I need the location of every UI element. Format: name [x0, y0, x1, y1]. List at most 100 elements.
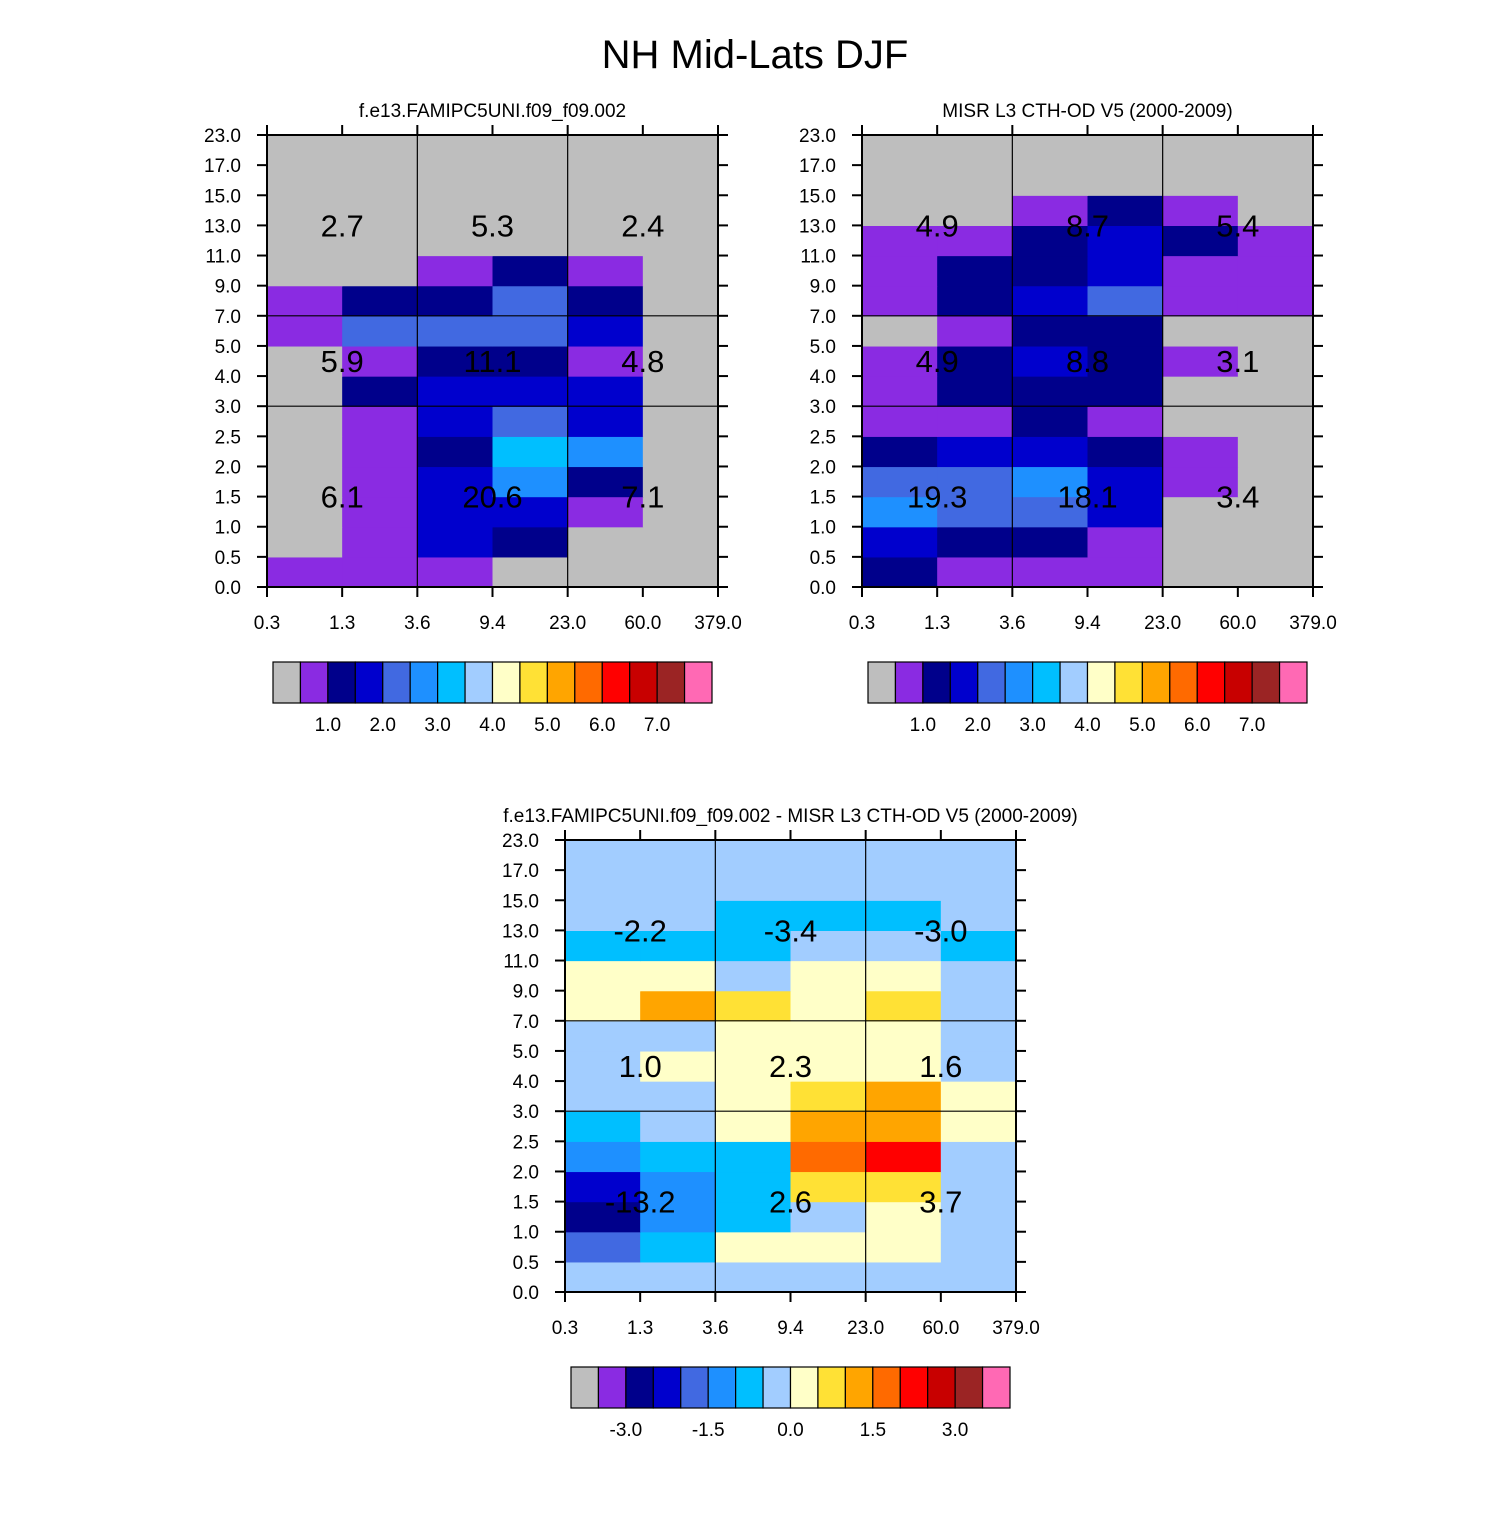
heatmap-cell [1162, 345, 1239, 377]
heatmap-cell [565, 840, 641, 871]
colorbar-swatch [1004, 661, 1034, 704]
heatmap-cell [417, 556, 494, 588]
heatmap-cell [940, 1171, 1017, 1203]
x-tick-label: 60.0 [1219, 613, 1256, 634]
colorbar-label: 1.0 [910, 715, 936, 736]
colorbar-swatch [354, 661, 384, 704]
heatmap-cell [492, 165, 569, 196]
heatmap-cell [715, 1050, 792, 1082]
heatmap-cell [565, 1050, 641, 1082]
heatmap-cell [640, 1081, 716, 1112]
heatmap-cell [640, 930, 716, 962]
y-tick-label: 0.5 [215, 548, 241, 569]
heatmap-cell [865, 900, 942, 931]
heatmap-cell [790, 840, 867, 871]
y-tick-label: 2.5 [513, 1132, 539, 1153]
heatmap-cell [790, 900, 867, 931]
heatmap-cell [940, 1020, 1017, 1052]
heatmap-cell [1012, 165, 1089, 196]
y-tick-label: 5.0 [513, 1042, 539, 1063]
heatmap-cell [1237, 135, 1314, 166]
heatmap-cell [492, 496, 569, 528]
heatmap-cell [715, 840, 792, 871]
heatmap-cell [642, 255, 719, 287]
box-value-label: -3.4 [764, 913, 817, 948]
heatmap-cell [1237, 526, 1314, 558]
heatmap-cell [1237, 466, 1314, 498]
heatmap-cell [567, 195, 644, 226]
heatmap-cell [790, 1050, 867, 1082]
heatmap-cell [640, 870, 716, 901]
heatmap-cell [342, 496, 418, 528]
heatmap-cell [565, 1201, 641, 1233]
heatmap-cell [790, 1111, 867, 1142]
heatmap-cell [790, 930, 867, 962]
box-value-label: 19.3 [907, 480, 967, 515]
colorbar-swatch [1059, 661, 1089, 704]
heatmap-cell [940, 1201, 1017, 1233]
heatmap-cell [715, 870, 792, 901]
y-tick-label: 7.0 [810, 307, 836, 328]
heatmap-cell [937, 406, 1013, 437]
heatmap-cell [565, 960, 641, 992]
y-tick-label: 9.0 [513, 982, 539, 1003]
heatmap-cell [642, 496, 719, 528]
heatmap-cell [862, 255, 938, 287]
heatmap-cell [865, 1201, 942, 1233]
heatmap-cell [715, 960, 792, 992]
box-value-label: 7.1 [621, 480, 664, 515]
heatmap-cell [1012, 466, 1089, 498]
heatmap-cell [640, 1171, 716, 1203]
colorbar-swatch [574, 661, 603, 704]
heatmap-cell [1012, 135, 1089, 166]
box-value-label: 18.1 [1057, 480, 1117, 515]
heatmap-cell [267, 315, 343, 347]
colorbar-swatch [1169, 661, 1198, 704]
colorbar-label: 3.0 [942, 1420, 968, 1441]
heatmap-cell [940, 930, 1017, 962]
heatmap-cell [492, 466, 569, 498]
heatmap-cell [1162, 496, 1239, 528]
y-tick-label: 0.0 [215, 578, 241, 599]
heatmap-cell [640, 1111, 716, 1142]
y-tick-label: 1.5 [513, 1193, 539, 1214]
colorbar-swatch [1141, 661, 1171, 704]
heatmap-cell [940, 870, 1017, 901]
colorbar-swatch [519, 661, 548, 704]
heatmap-cell [567, 225, 644, 257]
heatmap-cell [1162, 436, 1239, 468]
y-tick-label: 2.5 [215, 427, 241, 448]
box-value-label: -2.2 [613, 913, 666, 948]
heatmap-cell [1237, 436, 1314, 468]
colorbar-swatch [817, 1366, 846, 1409]
heatmap-cell [492, 225, 569, 257]
heatmap-cell [940, 990, 1017, 1022]
colorbar-swatch [683, 661, 713, 704]
heatmap-cell [565, 1111, 641, 1142]
heatmap-cell [1237, 376, 1314, 407]
heatmap-cell [790, 1231, 867, 1263]
y-tick-label: 17.0 [502, 861, 539, 882]
heatmap-cell [642, 556, 719, 588]
heatmap-cell [1012, 315, 1089, 347]
y-tick-label: 23.0 [502, 831, 539, 852]
heatmap-cell [940, 1261, 1017, 1293]
colorbar-swatch [762, 1366, 792, 1409]
colorbar-swatch [382, 661, 411, 704]
y-tick-label: 0.0 [513, 1283, 539, 1304]
heatmap-cell [567, 466, 644, 498]
heatmap-cell [862, 135, 938, 166]
colorbar-swatch [601, 661, 631, 704]
heatmap-cell [1012, 225, 1089, 257]
colorbar-swatch [844, 1366, 874, 1409]
heatmap-cell [642, 225, 719, 257]
heatmap-cell [492, 255, 569, 287]
heatmap-cell [417, 466, 494, 498]
y-tick-label: 2.0 [215, 457, 241, 478]
heatmap-cell [267, 135, 343, 166]
heatmap-cell [267, 225, 343, 257]
heatmap-cell [1237, 225, 1314, 257]
y-tick-label: 7.0 [513, 1012, 539, 1033]
